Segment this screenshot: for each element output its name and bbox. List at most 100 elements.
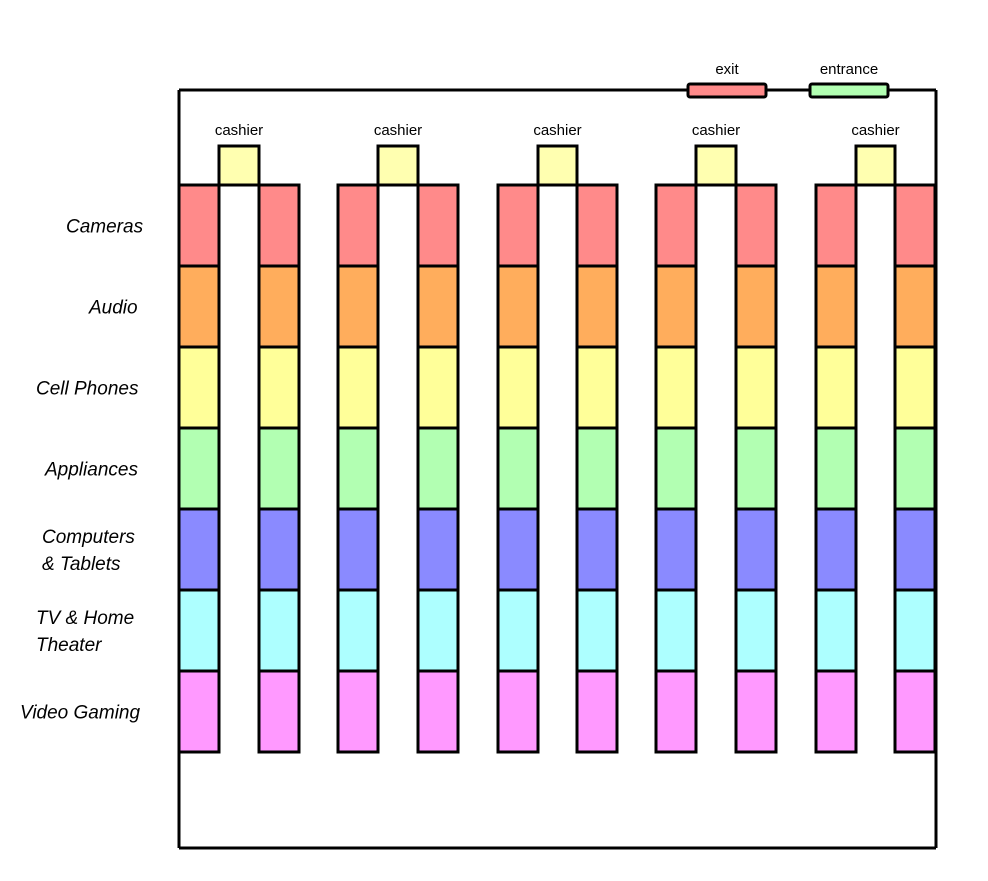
shelf-cell-audio-aisle-4-left [654,264,698,349]
entrance-door-shape [808,82,890,99]
shelf-cell-computers-tablets-aisle-2-left [336,507,380,592]
shelf-cell-cameras-aisle-3-right [575,183,619,268]
cashier-counter [376,144,420,187]
cashier-4: cashier [692,122,740,187]
shelf-cell-cameras-aisle-4-left [654,183,698,268]
shelf-aisle-5 [814,183,937,754]
shelf-cell-tv-home-theater-aisle-5-right [893,588,937,673]
shelf-cell-audio-aisle-3-left [496,264,540,349]
shelf-cell-tv-home-theater-aisle-1-right [257,588,301,673]
cashier-label: cashier [851,122,899,139]
shelf-cell-audio-aisle-5-right [893,264,937,349]
shelf-cell-computers-tablets-aisle-3-left [496,507,540,592]
shelf-cell-video-gaming-aisle-5-left [814,669,858,754]
cashier-counter [854,144,897,187]
category-label-6-line-2: Theater [36,635,102,656]
shelf-cell-computers-tablets-aisle-1-left [177,507,221,592]
shelf-cell-cameras-aisle-5-right [893,183,937,268]
exit-label: exit [715,61,739,78]
cashier-counter [536,144,579,187]
category-label-7: Video Gaming [20,703,140,724]
shelving-units [177,183,937,754]
shelf-cell-cameras-aisle-3-left [496,183,540,268]
shelf-cell-video-gaming-aisle-4-left [654,669,698,754]
category-label-5-line-1: Computers [42,527,135,548]
shelf-cell-computers-tablets-aisle-5-right [893,507,937,592]
shelf-cell-cell-phones-aisle-2-right [416,345,460,430]
shelf-cell-computers-tablets-aisle-4-right [734,507,778,592]
shelf-cell-cameras-aisle-2-left [336,183,380,268]
shelf-cell-computers-tablets-aisle-1-right [257,507,301,592]
shelf-cell-video-gaming-aisle-2-left [336,669,380,754]
shelf-cell-tv-home-theater-aisle-4-right [734,588,778,673]
shelf-cell-video-gaming-aisle-1-right [257,669,301,754]
shelf-cell-appliances-aisle-1-right [257,426,301,511]
category-label-1: Cameras [66,217,144,238]
shelf-cell-video-gaming-aisle-3-left [496,669,540,754]
shelf-cell-computers-tablets-aisle-2-right [416,507,460,592]
shelf-cell-cameras-aisle-1-right [257,183,301,268]
shelf-cell-video-gaming-aisle-4-right [734,669,778,754]
cashier-label: cashier [374,122,422,139]
shelf-cell-tv-home-theater-aisle-1-left [177,588,221,673]
shelf-cell-appliances-aisle-3-left [496,426,540,511]
shelf-cell-tv-home-theater-aisle-3-right [575,588,619,673]
exit-door-shape [686,82,768,99]
category-label-6-line-1: TV & Home [36,608,134,629]
entrance-label: entrance [820,61,878,78]
shelf-cell-cell-phones-aisle-4-right [734,345,778,430]
shelf-cell-cell-phones-aisle-3-left [496,345,540,430]
exit-door: exit [686,61,768,99]
shelf-cell-cell-phones-aisle-4-left [654,345,698,430]
shelf-cell-appliances-aisle-5-left [814,426,858,511]
cashier-counter [694,144,738,187]
shelf-cell-tv-home-theater-aisle-3-left [496,588,540,673]
shelf-cell-tv-home-theater-aisle-2-right [416,588,460,673]
cashier-label: cashier [533,122,581,139]
shelf-cell-video-gaming-aisle-1-left [177,669,221,754]
shelf-cell-tv-home-theater-aisle-5-left [814,588,858,673]
shelf-cell-audio-aisle-4-right [734,264,778,349]
shelf-aisle-1 [177,183,301,754]
shelf-cell-appliances-aisle-4-right [734,426,778,511]
cashier-label: cashier [692,122,740,139]
cashier-3: cashier [533,122,582,187]
shelf-cell-appliances-aisle-3-right [575,426,619,511]
cashier-1: cashier [215,122,263,187]
shelf-cell-video-gaming-aisle-2-right [416,669,460,754]
shelf-aisle-3 [496,183,619,754]
shelf-cell-cell-phones-aisle-3-right [575,345,619,430]
shelf-aisle-4 [654,183,778,754]
shelf-cell-cell-phones-aisle-5-left [814,345,858,430]
shelf-cell-appliances-aisle-5-right [893,426,937,511]
shelf-cell-video-gaming-aisle-5-right [893,669,937,754]
shelf-cell-audio-aisle-5-left [814,264,858,349]
category-label-4: Appliances [44,460,138,481]
cashier-label: cashier [215,122,263,139]
shelf-cell-audio-aisle-2-left [336,264,380,349]
shelf-cell-cameras-aisle-5-left [814,183,858,268]
shelf-cell-computers-tablets-aisle-5-left [814,507,858,592]
shelf-cell-cell-phones-aisle-5-right [893,345,937,430]
shelf-cell-appliances-aisle-1-left [177,426,221,511]
shelf-cell-appliances-aisle-2-right [416,426,460,511]
shelf-cell-audio-aisle-2-right [416,264,460,349]
shelf-cell-appliances-aisle-2-left [336,426,380,511]
category-labels: Cameras Audio Cell Phones Appliances Compute… [20,217,144,724]
shelf-cell-tv-home-theater-aisle-2-left [336,588,380,673]
shelf-cell-cell-phones-aisle-2-left [336,345,380,430]
category-label-2: Audio [88,298,138,319]
shelf-cell-tv-home-theater-aisle-4-left [654,588,698,673]
shelf-cell-cameras-aisle-4-right [734,183,778,268]
shelf-cell-computers-tablets-aisle-3-right [575,507,619,592]
cashier-5: cashier [851,122,900,187]
category-label-5-line-2: & Tablets [42,554,121,575]
entrance-door: entrance [808,61,890,99]
cashier-counter [217,144,261,187]
shelf-cell-video-gaming-aisle-3-right [575,669,619,754]
shelf-cell-cameras-aisle-2-right [416,183,460,268]
shelf-cell-appliances-aisle-4-left [654,426,698,511]
shelf-cell-audio-aisle-3-right [575,264,619,349]
cashier-2: cashier [374,122,422,187]
